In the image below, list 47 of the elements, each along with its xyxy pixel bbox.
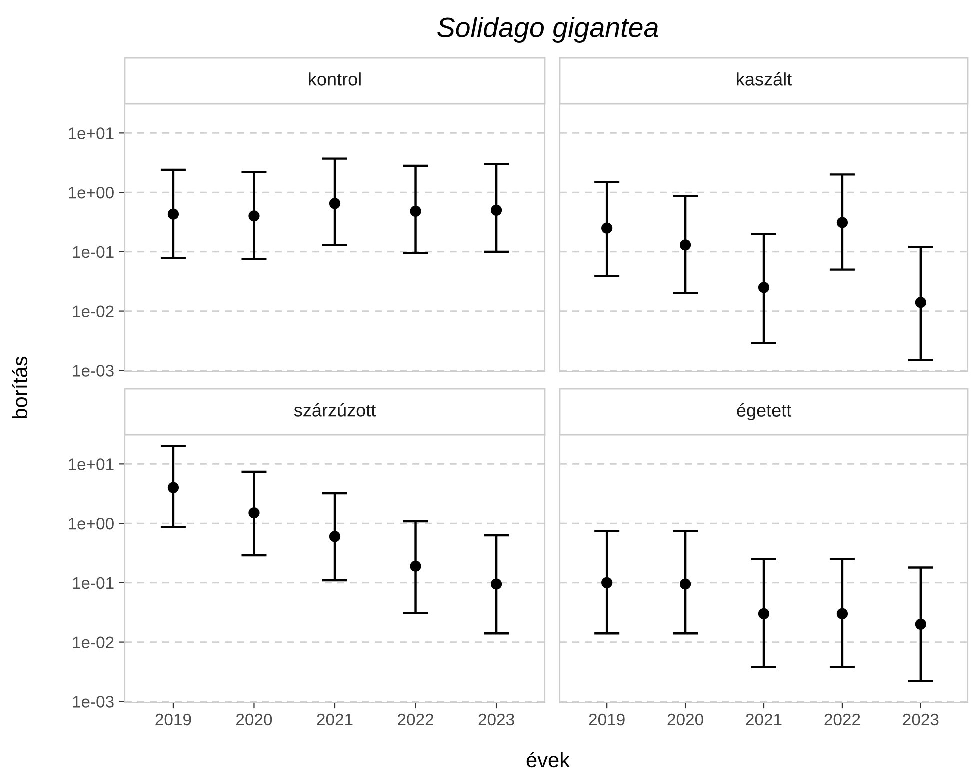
point (915, 297, 926, 308)
chart-title: kontrol (309, 72, 361, 86)
x-tick-label: 2023 (478, 714, 514, 726)
point (758, 282, 770, 294)
point (329, 531, 341, 542)
point (168, 208, 180, 220)
x-tick-label: 2020 (668, 714, 704, 726)
y-axis-title: borítás (12, 356, 28, 418)
x-tick-label: 2021 (746, 714, 782, 726)
point (410, 560, 422, 572)
text: Solidago gigantea (438, 17, 658, 43)
y-tick-label: 1e-01 (73, 246, 114, 258)
y-tick-label: 1e+00 (69, 518, 114, 530)
point (410, 206, 422, 218)
x-tick-label: 2023 (903, 714, 939, 726)
x-tick-label: 2021 (317, 714, 353, 726)
point (758, 608, 770, 620)
y-tick-label: 1e-02 (73, 306, 114, 318)
y-tick-label: 1e-01 (73, 577, 114, 590)
x-tick-label: 2019 (589, 714, 625, 726)
point (490, 578, 502, 590)
point (602, 577, 613, 588)
y-tick-label: 1e-02 (73, 636, 114, 649)
y-tick-label: 1e+01 (69, 458, 114, 470)
y-tick-label: 1e-03 (73, 365, 114, 377)
y-tick-label: 1e+00 (69, 186, 114, 199)
x-tick-label: 2022 (398, 714, 434, 726)
x-tick-label: 2020 (236, 714, 272, 726)
point (836, 608, 848, 620)
point (248, 508, 260, 519)
point (680, 578, 692, 590)
y-tick-label: 1e-03 (73, 696, 114, 708)
point (248, 210, 260, 222)
chart-title: szárzúzott (294, 403, 376, 417)
point (490, 204, 502, 216)
point (329, 198, 341, 210)
point (915, 618, 926, 630)
point (168, 482, 180, 494)
point (836, 217, 848, 228)
point (602, 222, 613, 234)
x-tick-label: 2019 (156, 714, 192, 726)
x-tick-label: 2022 (824, 714, 860, 726)
y-tick-label: 1e+01 (69, 128, 114, 140)
x-axis-title: évek (526, 752, 570, 768)
point (680, 240, 692, 251)
chart-title: égetett (737, 403, 792, 421)
chart-title: kaszált (737, 72, 792, 86)
